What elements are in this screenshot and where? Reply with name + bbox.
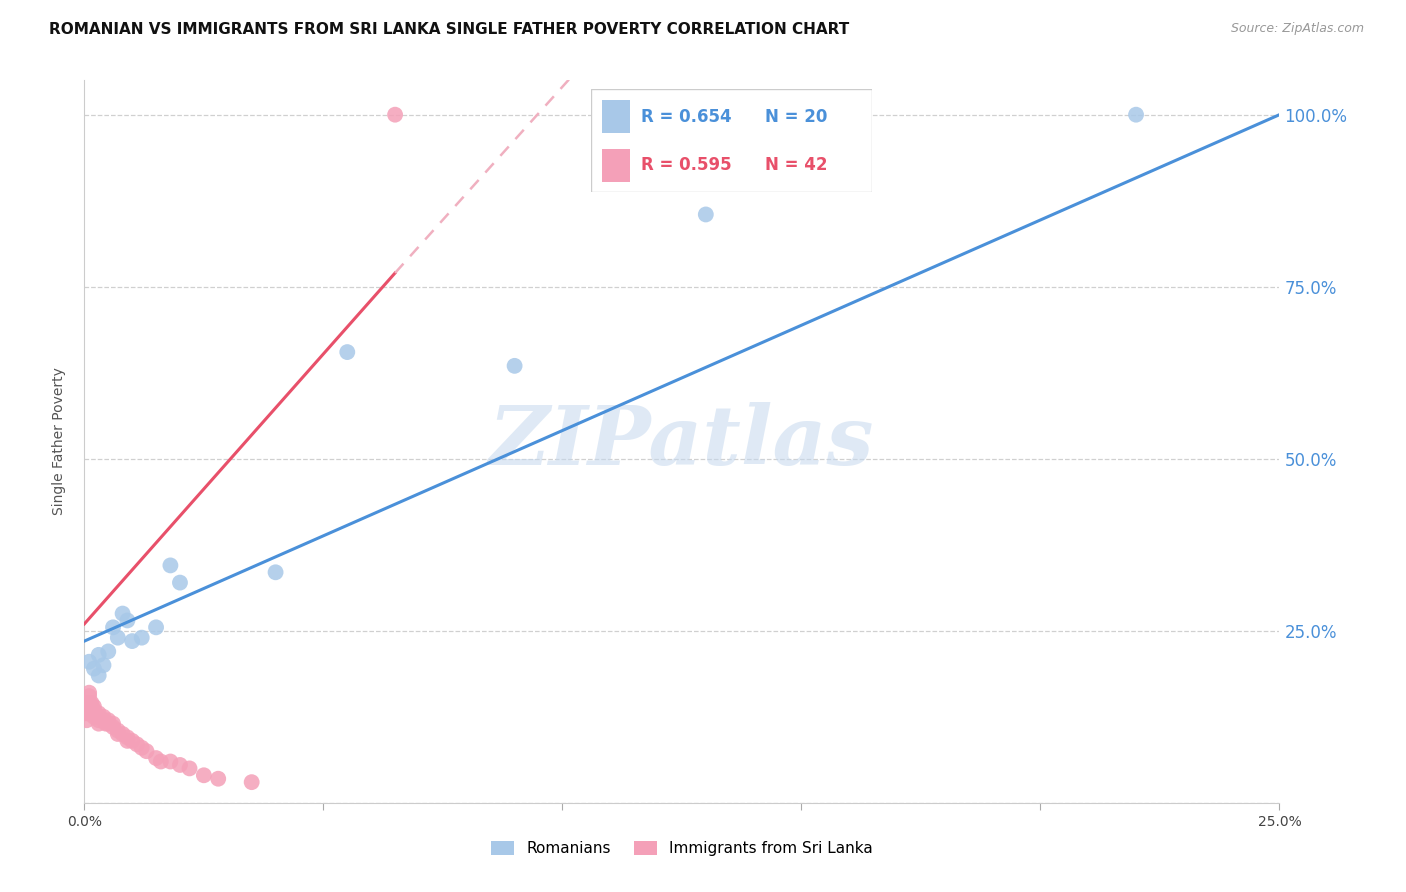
Point (76, 713, 98, 727)
Point (77, 706, 100, 721)
Point (159, 755, 181, 769)
Point (83, 703, 105, 717)
Text: N = 42: N = 42 (765, 156, 827, 174)
Point (207, 772, 229, 786)
Point (87, 668, 110, 682)
Point (77, 686, 100, 700)
Point (87, 713, 110, 727)
Point (111, 727, 134, 741)
Point (97, 716, 120, 731)
Point (159, 558, 181, 573)
Point (87, 706, 110, 721)
Point (1125, 108, 1147, 122)
Point (384, 108, 406, 122)
Point (107, 723, 129, 738)
Point (503, 359, 526, 373)
Point (83, 699, 105, 714)
Point (101, 720, 124, 734)
Point (117, 734, 139, 748)
Text: R = 0.595: R = 0.595 (641, 156, 731, 174)
Point (83, 710, 105, 724)
Text: ROMANIAN VS IMMIGRANTS FROM SRI LANKA SINGLE FATHER POVERTY CORRELATION CHART: ROMANIAN VS IMMIGRANTS FROM SRI LANKA SI… (49, 22, 849, 37)
Point (76, 706, 98, 721)
Text: Source: ZipAtlas.com: Source: ZipAtlas.com (1230, 22, 1364, 36)
Point (135, 744, 157, 758)
Point (77, 696, 100, 710)
Point (76, 696, 98, 710)
Point (80, 699, 103, 714)
Point (107, 727, 129, 741)
Point (240, 775, 263, 789)
Point (695, 207, 717, 221)
Point (87, 716, 110, 731)
Bar (602, 101, 630, 133)
Text: N = 20: N = 20 (765, 108, 827, 126)
Point (93, 710, 115, 724)
Point (264, 566, 287, 580)
Text: ZIPatlas: ZIPatlas (489, 401, 875, 482)
Point (97, 644, 120, 658)
Point (117, 614, 139, 628)
Point (125, 737, 148, 751)
Point (169, 575, 191, 590)
Point (111, 607, 134, 621)
Point (77, 689, 100, 703)
Point (131, 740, 153, 755)
Point (107, 631, 129, 645)
Point (149, 755, 172, 769)
Point (94, 716, 117, 731)
Point (145, 751, 167, 765)
Point (131, 631, 153, 645)
Point (80, 696, 103, 710)
Point (83, 706, 105, 721)
Point (179, 761, 201, 775)
Point (117, 731, 139, 745)
Point (97, 713, 120, 727)
Point (121, 634, 143, 648)
Point (93, 658, 115, 673)
Point (145, 620, 167, 634)
Point (101, 620, 124, 634)
Point (87, 648, 110, 662)
Point (336, 345, 359, 359)
Point (193, 768, 215, 782)
Y-axis label: Single Father Poverty: Single Father Poverty (52, 368, 66, 516)
Point (93, 713, 115, 727)
Text: R = 0.654: R = 0.654 (641, 108, 731, 126)
Point (83, 662, 105, 676)
Point (101, 716, 124, 731)
Point (121, 734, 143, 748)
Legend: Romanians, Immigrants from Sri Lanka: Romanians, Immigrants from Sri Lanka (484, 833, 880, 863)
FancyBboxPatch shape (591, 89, 872, 192)
Point (87, 710, 110, 724)
Point (169, 758, 191, 772)
Point (77, 655, 100, 669)
Bar (602, 149, 630, 181)
